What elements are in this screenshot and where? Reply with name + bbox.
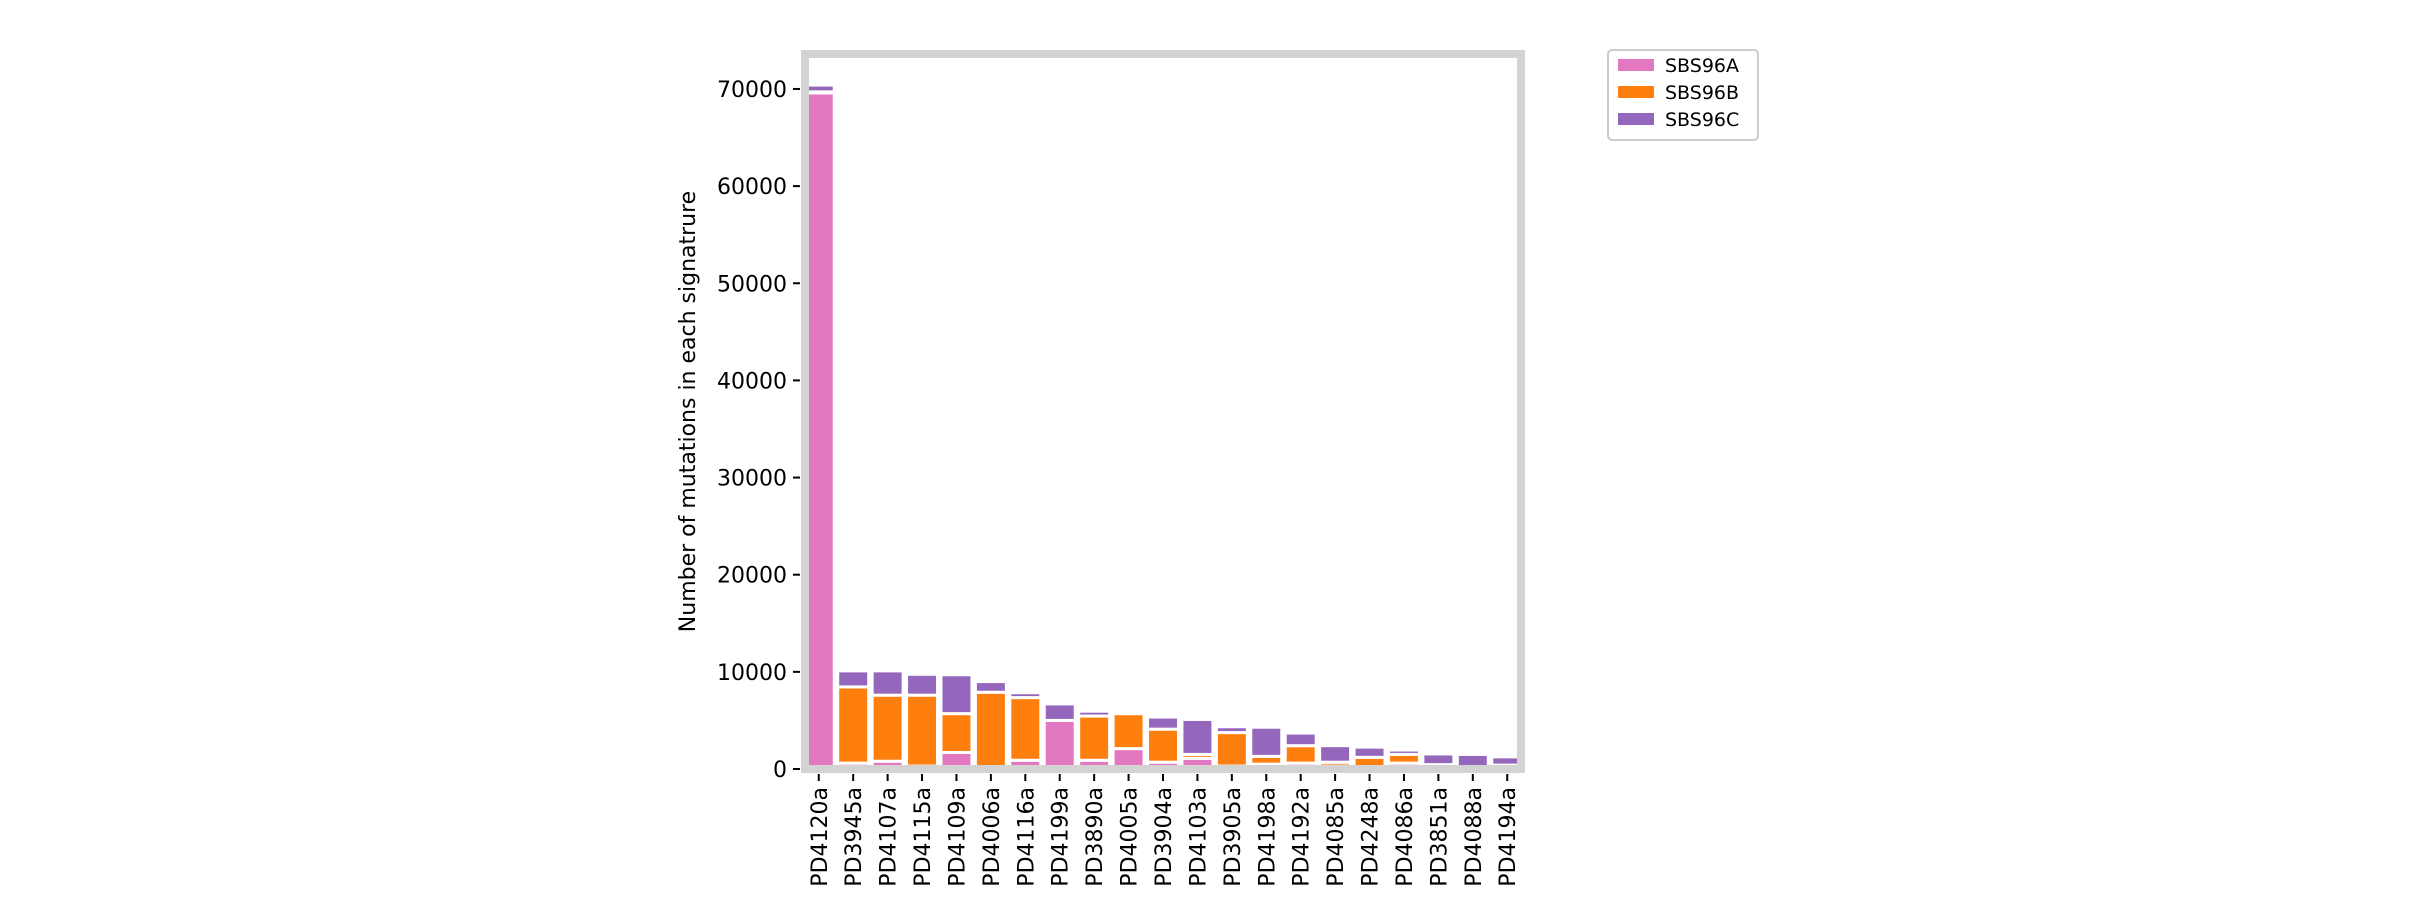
bar-segment-PD3904a-SBS96B [1146,727,1180,764]
bar-segment-PD4116a-SBS96C [1008,691,1043,700]
y-axis-label: Number of mutations in each signatrure [676,191,701,632]
x-tick-label: PD4085a [1324,787,1349,887]
bar-segment-PD4109a-SBS96B [939,712,974,754]
legend-swatch-SBS96B [1618,86,1654,98]
bar-segment-PD4115a-SBS96C [905,672,940,697]
x-tick-label: PD4005a [1118,787,1143,887]
bar-segment-PD4198a-SBS96C [1249,725,1284,758]
bar-segment-PD4006a-SBS96B [973,690,1008,769]
y-tick-label: 70000 [717,78,787,103]
x-tick-label: PD4109a [945,787,970,887]
x-tick-label: PD4088a [1462,787,1487,887]
bar-segment-PD4116a-SBS96B [1008,696,1043,762]
x-tick-label: PD4198a [1255,787,1280,887]
y-tick-label: 0 [773,758,787,783]
bar-segment-PD4192a-SBS96C [1283,731,1318,748]
legend: SBS96A SBS96B SBS96C [1607,49,1759,141]
x-tick-label: PD4103a [1186,787,1211,887]
x-tick-label: PD4192a [1290,787,1315,887]
x-tick-label: PD4006a [980,787,1005,887]
bar-segment-PD3905a-SBS96C [1214,725,1249,735]
bar-segment-PD3905a-SBS96B [1214,731,1249,768]
x-tick-label: PD3890a [1083,787,1108,887]
x-tick-label: PD4194a [1496,787,1521,887]
bar-segment-PD4192a-SBS96B [1283,744,1318,765]
bars-group [805,83,1521,769]
bar-segment-PD4109a-SBS96C [939,673,974,716]
bar-segment-PD3890a-SBS96B [1077,714,1112,762]
bar-segment-PD4103a-SBS96C [1180,717,1215,756]
x-tick-label: PD3905a [1221,787,1246,887]
x-tick-label: PD3904a [1152,787,1177,887]
x-tick-label: PD4248a [1359,787,1384,887]
x-tick-label: PD4120a [808,787,833,887]
bar-segment-PD4005a-SBS96C [1111,710,1146,716]
bar-segment-PD4199a-SBS96C [1042,702,1077,722]
y-tick-label: 60000 [717,175,787,200]
bar-segment-PD4199a-SBS96A [1042,718,1077,769]
bar-segment-PD3945a-SBS96C [836,669,871,689]
legend-label: SBS96C [1665,109,1739,131]
y-tick-label: 40000 [717,369,787,394]
bar-segment-PD4248a-SBS96C [1352,745,1387,759]
bar-segment-PD4107a-SBS96C [870,669,905,697]
y-tick-label: 50000 [717,272,787,297]
legend-swatch-SBS96A [1618,59,1654,71]
bar-segment-PD4005a-SBS96B [1111,712,1146,751]
x-tick-label: PD4107a [877,787,902,887]
legend-label: SBS96B [1665,82,1739,104]
x-tick-label: PD4199a [1049,787,1074,887]
legend-swatch-SBS96C [1618,113,1654,125]
bar-segment-PD4086a-SBS96C [1386,748,1421,756]
x-tick-label: PD3945a [842,787,867,887]
bar-segment-PD3904a-SBS96C [1146,715,1180,731]
y-tick-label: 10000 [717,661,787,686]
y-axis: 0 10000 20000 30000 40000 50000 60000 70000 [717,78,800,783]
plot-frame [801,50,1525,773]
x-tick-label: PD4086a [1393,787,1418,887]
legend-label: SBS96A [1665,55,1739,77]
y-tick-label: 30000 [717,467,787,492]
bar-segment-PD3851a-SBS96C [1421,752,1456,767]
y-tick-label: 20000 [717,564,787,589]
bar-segment-PD4107a-SBS96B [870,693,905,763]
bar-segment-PD3945a-SBS96B [836,685,871,765]
x-tick-label: PD3851a [1427,787,1452,887]
x-axis: PD4120a PD3945a PD4107a PD4115a PD4109a PD400… [808,774,1521,887]
bar-segment-PD4115a-SBS96B [905,693,940,768]
bar-segment-PD4085a-SBS96C [1318,744,1353,764]
bar-segment-PD4006a-SBS96C [973,680,1008,694]
bar-segment-PD3890a-SBS96C [1077,709,1112,718]
x-tick-label: PD4116a [1014,787,1039,887]
bar-segment-PD4120a-SBS96C [805,83,836,94]
x-tick-label: PD4115a [911,787,936,887]
